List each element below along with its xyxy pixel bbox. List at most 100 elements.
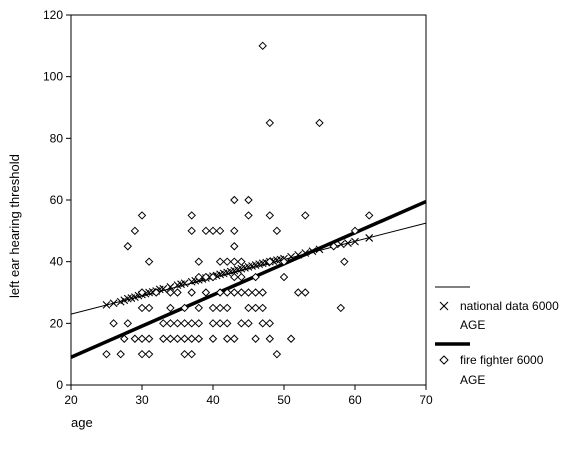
firefighter-data-point [201, 272, 211, 282]
firefighter-data-point [329, 242, 338, 251]
firefighter-data-point [222, 303, 232, 313]
national-data-point [315, 245, 324, 254]
firefighter-data-point [120, 334, 129, 343]
national-data-point [159, 284, 168, 293]
x-tick-label: 60 [348, 393, 362, 407]
firefighter-data-point [265, 118, 275, 128]
fit-lines [70, 199, 427, 359]
firefighter-data-point [230, 288, 239, 297]
firefighter-data-point [173, 319, 182, 328]
firefighter-data-point [201, 288, 211, 297]
national-data-point [344, 239, 352, 248]
firefighter-data-point [265, 319, 275, 328]
firefighter-data-point [336, 303, 346, 313]
firefighter-data-point [350, 226, 360, 236]
firefighter-data-point [144, 257, 154, 266]
x-tick-label: 30 [135, 393, 149, 407]
national-data-point [365, 234, 374, 242]
firefighter-data-point [130, 334, 140, 343]
firefighter-data-point [137, 334, 147, 343]
firefighter-data-point [258, 303, 267, 313]
x-tick-label: 70 [419, 393, 433, 407]
x-tick-label: 40 [206, 393, 220, 407]
legend-marker-diamond [439, 355, 449, 365]
legend-marker-x [439, 301, 449, 311]
firefighter-data-point [215, 319, 225, 328]
x-axis-label: age [71, 415, 93, 430]
firefighter-data-point [340, 257, 349, 266]
firefighter-data-point [130, 226, 140, 236]
firefighter-data-point [208, 319, 218, 328]
firefighter-data-point [151, 288, 161, 297]
firefighter-data-point [166, 303, 175, 313]
firefighter-data-point [215, 226, 225, 236]
legend: national data 6000 AGE fire fighter 6000… [435, 286, 559, 387]
firefighter-data-point [137, 349, 147, 359]
x-tick-label: 50 [277, 393, 291, 407]
firefighter-data-point [137, 211, 147, 220]
firefighter-data-point [286, 334, 296, 343]
firefighter-data-point [159, 319, 168, 328]
firefighter-data-point [230, 195, 239, 205]
firefighter-data-point [116, 349, 125, 359]
firefighter-data-point [244, 319, 253, 328]
firefighter-data-point [215, 257, 225, 266]
national-data-point [351, 237, 359, 246]
firefighter-data-point [272, 349, 282, 359]
firefighter-data-point [173, 288, 182, 297]
firefighter-data-point [301, 288, 310, 297]
firefighter-data-point [144, 334, 154, 343]
firefighter-data-point [265, 211, 275, 220]
firefighter-data-point [208, 334, 218, 343]
firefighter-data-point [265, 334, 275, 343]
firefighter-data-point [123, 319, 133, 328]
y-tick-label: 40 [50, 255, 64, 269]
firefighter-data-point [187, 226, 196, 236]
legend-label-firefighter-1: fire fighter 6000 [460, 353, 544, 367]
firefighter-data-point [166, 334, 175, 343]
firefighter-data-point [251, 272, 260, 282]
firefighter-data-point [237, 288, 246, 297]
y-tick-label: 60 [50, 193, 64, 207]
y-axis-label: left ear hearing threshold [7, 154, 22, 298]
firefighter-data-point [279, 257, 289, 266]
firefighter-data-point [230, 257, 239, 266]
firefighter-data-point [166, 319, 175, 328]
firefighter-data-point [315, 118, 324, 128]
firefighter-data-point [187, 288, 196, 297]
firefighter-data-point [237, 319, 246, 328]
firefighter-data-point [187, 319, 196, 328]
y-tick-label: 100 [43, 70, 63, 84]
firefighter-data-point [222, 319, 232, 328]
firefighter-data-point [364, 211, 374, 220]
national-data-point [301, 249, 310, 257]
firefighter-data-point [215, 303, 225, 313]
national-data-point [109, 299, 118, 308]
y-tick-label: 120 [43, 8, 63, 22]
firefighter-data-point [244, 288, 253, 297]
legend-label-firefighter-2: AGE [460, 373, 485, 387]
firefighter-data-point [187, 349, 196, 359]
legend-label-national-2: AGE [460, 318, 485, 332]
y-tick-label: 0 [56, 378, 63, 392]
firefighter-data-point [237, 257, 246, 266]
firefighter-data-point [187, 211, 196, 220]
firefighter-data-point [230, 272, 239, 282]
firefighter-data-point [258, 41, 267, 51]
x-tick-label: 20 [64, 393, 78, 407]
national-data-point [180, 279, 189, 288]
firefighter-data-point [159, 334, 168, 343]
firefighter-data-point [251, 303, 260, 313]
firefighter-data-point [109, 319, 118, 328]
firefighter-data-point [137, 303, 147, 313]
firefighter-data-point [279, 272, 289, 282]
firefighter-data-point [194, 257, 204, 266]
firefighter-data-point [208, 272, 218, 282]
firefighter-data-point [244, 303, 253, 313]
firefighter-data-point [230, 242, 239, 251]
firefighter-data-point [180, 319, 189, 328]
firefighter-data-point [208, 303, 218, 313]
firefighter-data-point [180, 349, 189, 359]
firefighter-data-point [194, 272, 204, 282]
